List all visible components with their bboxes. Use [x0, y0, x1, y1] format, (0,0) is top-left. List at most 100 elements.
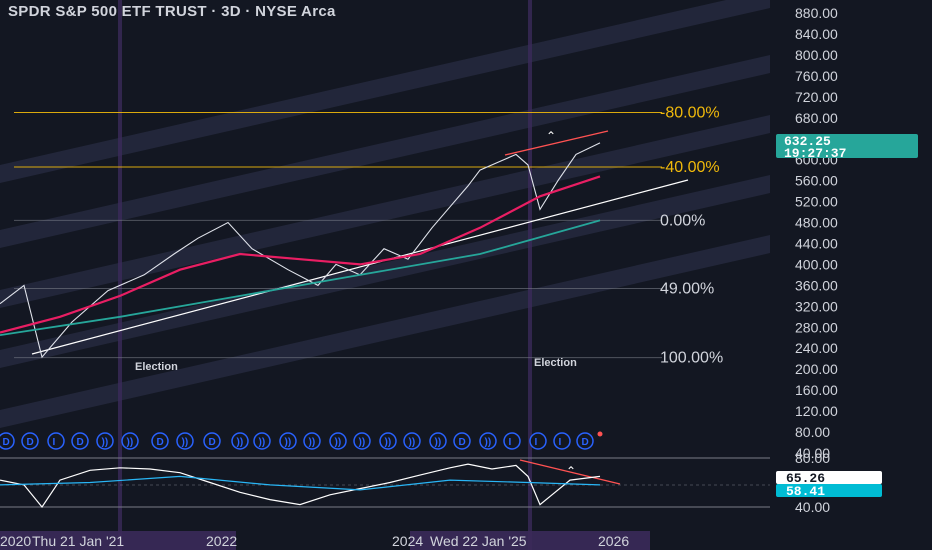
election-label-2: Election — [534, 357, 577, 369]
event-icon — [253, 432, 271, 450]
event-icon-glyph: )) — [182, 437, 189, 448]
price-series-line-1 — [0, 175, 601, 334]
rsi-axis: 80.00 40.00 — [795, 450, 830, 515]
event-icon — [96, 432, 114, 450]
event-icon-glyph: D — [27, 437, 34, 448]
event-icon-glyph: )) — [409, 437, 416, 448]
price-tick-label: 840.00 — [795, 26, 838, 42]
trendline[interactable] — [31, 179, 689, 355]
current-price-box — [776, 134, 918, 158]
price-tick-label: 200.00 — [795, 361, 838, 377]
time-tick-label: 2022 — [206, 533, 237, 549]
event-alert-dot — [597, 431, 603, 437]
symbol-title: SPDR S&P 500 ETF TRUST · 3D · NYSE Arca — [8, 3, 336, 20]
channel-band-2 — [0, 115, 770, 308]
event-icon-glyph: I — [509, 437, 512, 448]
price-tick-label: 160.00 — [795, 382, 838, 398]
price-tick-label: 400.00 — [795, 256, 838, 272]
rsi-value: 65.26 — [786, 471, 825, 486]
rsi-ma-value-box — [776, 484, 882, 497]
event-icons-row: D D I D)))) D)) D)))))))))))))))))) D)) I I I D — [0, 431, 603, 450]
fib-label-2: 0.00% — [660, 212, 705, 229]
price-tick-label: 80.00 — [795, 424, 830, 440]
time-tick-label: Thu 21 Jan '21 — [32, 533, 124, 549]
event-icon — [176, 432, 194, 450]
event-icon — [71, 432, 89, 450]
price-series-line-2 — [0, 219, 601, 336]
rsi-series-line-0 — [0, 463, 601, 509]
event-icon-glyph: D — [582, 437, 589, 448]
event-icon — [0, 432, 15, 450]
current-price: 632.25 — [784, 134, 831, 149]
event-icon-glyph: )) — [259, 437, 266, 448]
rsi-value-box — [776, 471, 882, 484]
time-highlight-1 — [0, 531, 236, 550]
event-icon-glyph: D — [77, 437, 84, 448]
time-axis: 2020 Thu 21 Jan '21 2022 2024 Wed 22 Jan '25… — [0, 531, 650, 550]
event-icon — [576, 432, 594, 450]
event-marker-2024 — [528, 0, 532, 550]
event-icon-glyph: D — [209, 437, 216, 448]
event-icon — [21, 432, 39, 450]
election-label-1: Election — [135, 361, 178, 373]
parallel-channels — [0, 0, 770, 428]
price-tick-label: 560.00 — [795, 173, 838, 189]
rsi-tick-label: 80.00 — [795, 450, 830, 466]
rsi-ma-value: 58.41 — [786, 484, 825, 499]
event-icon-glyph: )) — [285, 437, 292, 448]
event-icon — [429, 432, 447, 450]
price-tick-label: 320.00 — [795, 298, 838, 314]
event-icon-glyph: )) — [385, 437, 392, 448]
event-icon — [203, 432, 221, 450]
event-icon — [231, 432, 249, 450]
price-tick-label: 440.00 — [795, 235, 838, 251]
event-icon-glyph: )) — [435, 437, 442, 448]
price-tick-label: 40.00 — [795, 445, 830, 461]
event-icon-glyph: I — [535, 437, 538, 448]
event-marker-2020 — [118, 0, 122, 550]
time-highlight-2 — [410, 531, 650, 550]
event-icon-glyph: D — [3, 437, 10, 448]
price-tick-label: 880.00 — [795, 5, 838, 21]
event-icon — [47, 432, 65, 450]
event-icon-glyph: D — [157, 437, 164, 448]
event-icon-glyph: )) — [359, 437, 366, 448]
event-icon — [151, 432, 169, 450]
event-icon — [453, 432, 471, 450]
price-tick-label: 480.00 — [795, 215, 838, 231]
price-tick-label: 720.00 — [795, 89, 838, 105]
event-icon-glyph: I — [53, 437, 56, 448]
fib-label-1: -40.00% — [660, 159, 720, 176]
bar-countdown: 19:27:37 — [784, 146, 846, 161]
event-icon-glyph: )) — [237, 437, 244, 448]
rsi-tick-label: 40.00 — [795, 499, 830, 515]
rsi-series-line-1 — [0, 475, 601, 491]
rsi-arrow-marker-icon: ⌃ — [566, 464, 576, 478]
price-tick-label: 120.00 — [795, 403, 838, 419]
channel-band-1 — [0, 55, 770, 248]
price-tick-label: 360.00 — [795, 277, 838, 293]
channel-band-3 — [0, 175, 770, 368]
arrow-marker-icon: ⌃ — [546, 129, 556, 143]
event-icon — [379, 432, 397, 450]
price-tick-label: 760.00 — [795, 68, 838, 84]
event-icon-glyph: )) — [309, 437, 316, 448]
rsi-divergence-line[interactable] — [519, 459, 621, 485]
rsi-pane — [0, 457, 770, 509]
event-icon-glyph: )) — [335, 437, 342, 448]
channel-band-4 — [0, 235, 770, 428]
event-icon — [403, 432, 421, 450]
resistance-line[interactable] — [504, 130, 609, 156]
price-tick-label: 520.00 — [795, 194, 838, 210]
price-tick-label: 800.00 — [795, 47, 838, 63]
price-tick-label: 680.00 — [795, 110, 838, 126]
event-icon — [529, 432, 547, 450]
time-tick-label: Wed 22 Jan '25 — [430, 533, 527, 549]
fib-retracement: -80.00% -40.00% 0.00% 49.00% 100.00% — [14, 105, 723, 367]
event-icon-glyph: )) — [102, 437, 109, 448]
event-icon-glyph: I — [559, 437, 562, 448]
channel-band-0 — [0, 0, 770, 183]
event-icon — [479, 432, 497, 450]
time-tick-label: 2026 — [598, 533, 629, 549]
